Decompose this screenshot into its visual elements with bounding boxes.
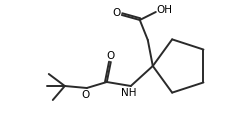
Text: O: O (82, 90, 90, 100)
Text: OH: OH (157, 5, 173, 15)
Text: O: O (113, 8, 121, 18)
Text: O: O (107, 51, 115, 61)
Text: NH: NH (121, 88, 136, 98)
